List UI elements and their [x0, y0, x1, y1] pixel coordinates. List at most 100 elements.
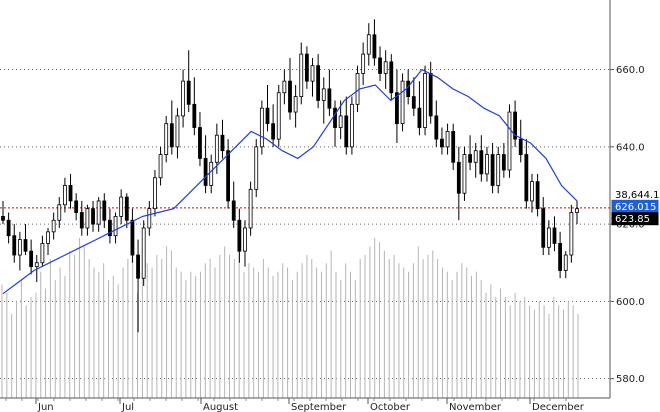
- candle-body: [276, 92, 281, 140]
- candle: [333, 100, 337, 147]
- candle-body: [400, 80, 405, 125]
- candle: [254, 139, 259, 198]
- candle-body: [237, 219, 242, 252]
- candle: [513, 100, 517, 147]
- y-tick-label: 660.0: [616, 65, 645, 76]
- candle-body: [1, 215, 5, 221]
- candle-body: [304, 53, 309, 82]
- candle: [231, 181, 236, 228]
- candle: [389, 54, 394, 101]
- candle: [259, 100, 264, 155]
- volume-bars: [1, 238, 579, 398]
- candle: [141, 220, 146, 286]
- candle-body: [440, 138, 444, 148]
- candle: [563, 251, 568, 279]
- candle: [445, 123, 450, 155]
- candle-body: [372, 34, 377, 59]
- candle: [79, 200, 84, 236]
- candle-body: [6, 219, 11, 237]
- price-badge-bg: [612, 188, 658, 201]
- candle-body: [23, 239, 28, 252]
- candle-body: [68, 185, 73, 202]
- candle: [383, 50, 388, 89]
- candle: [220, 119, 225, 159]
- x-tick-label: November: [449, 402, 502, 412]
- candle-body: [383, 61, 388, 74]
- candle-body: [333, 107, 337, 128]
- candle-body: [344, 115, 349, 148]
- candle-body: [63, 185, 67, 206]
- moving-average-line: [2, 68, 578, 295]
- y-tick-label: 640.0: [616, 142, 645, 153]
- candle: [361, 42, 366, 86]
- candle-body: [513, 111, 517, 140]
- price-badge-label: 38,644.16: [615, 190, 660, 201]
- candle: [113, 212, 118, 244]
- candle-body: [96, 200, 101, 225]
- candle-body: [153, 177, 157, 210]
- candle-body: [186, 80, 191, 105]
- candle: [400, 73, 405, 132]
- candle: [327, 69, 332, 116]
- candle-body: [12, 235, 17, 256]
- candle-body: [389, 61, 394, 94]
- candle-body: [141, 227, 146, 279]
- candle-body: [259, 107, 264, 148]
- candle: [136, 239, 140, 333]
- candle: [507, 104, 512, 178]
- candle-body: [321, 88, 326, 101]
- candle: [299, 42, 304, 105]
- candle: [74, 193, 79, 221]
- candle: [304, 46, 309, 89]
- price-badge-label: 626.015: [615, 202, 656, 213]
- candle-body: [181, 80, 185, 117]
- candle-body: [479, 150, 484, 175]
- candle: [423, 65, 427, 136]
- candle: [552, 216, 557, 252]
- candle-body: [524, 154, 529, 202]
- candle-body: [468, 154, 472, 163]
- candle-body: [552, 227, 557, 244]
- candle: [51, 212, 56, 240]
- candle: [288, 57, 292, 120]
- candle-body: [130, 219, 135, 256]
- candle-body: [29, 250, 34, 268]
- candle: [321, 77, 326, 124]
- candle: [198, 112, 202, 167]
- candle: [355, 65, 360, 113]
- candle-body: [310, 65, 315, 82]
- candle: [243, 220, 247, 267]
- candle: [102, 193, 107, 228]
- candle-body: [434, 115, 439, 140]
- candle: [248, 181, 253, 236]
- candle-body: [158, 154, 163, 179]
- candle-body: [226, 150, 230, 202]
- candle-body: [136, 254, 140, 279]
- x-tick-label: October: [370, 402, 411, 412]
- x-tick-label: September: [291, 402, 347, 412]
- candle-body: [490, 154, 495, 186]
- candle: [417, 81, 422, 136]
- price-badge-label: 623.85: [615, 214, 650, 225]
- candle: [158, 146, 163, 186]
- candle-body: [248, 188, 253, 229]
- candle: [153, 170, 157, 217]
- candle: [546, 220, 551, 256]
- candle-body: [17, 239, 22, 256]
- candle: [524, 139, 529, 209]
- candle: [108, 208, 112, 244]
- candle-body: [51, 219, 56, 233]
- candle: [23, 224, 28, 256]
- candle: [119, 189, 124, 225]
- candle-body: [428, 73, 433, 117]
- candle: [164, 115, 169, 163]
- candle-body: [91, 208, 95, 225]
- candle-body: [451, 130, 456, 163]
- candle-body: [485, 154, 489, 175]
- candle: [395, 69, 399, 143]
- candle: [29, 239, 34, 275]
- candle: [372, 19, 377, 66]
- x-tick-label: Jun: [37, 402, 54, 412]
